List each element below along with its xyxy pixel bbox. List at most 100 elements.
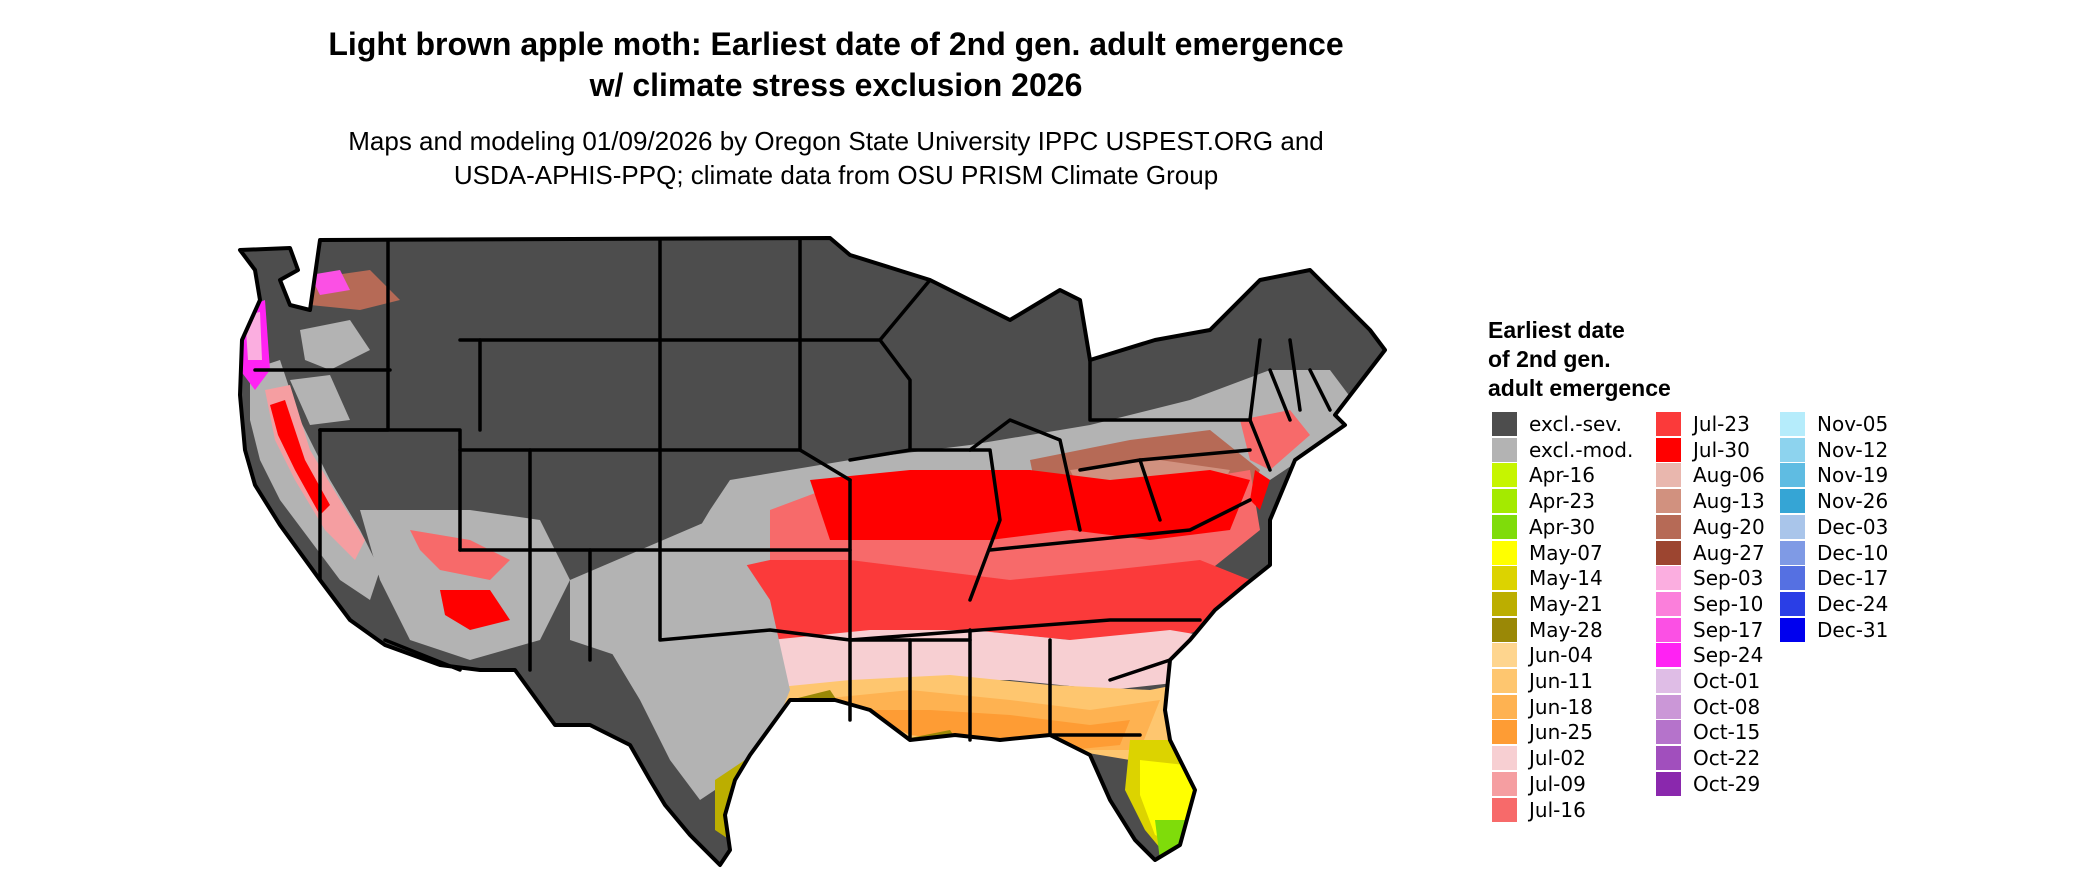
legend-item: Sep-17 <box>1656 617 1764 642</box>
legend-label: Jun-11 <box>1529 669 1593 693</box>
legend-item: Oct-08 <box>1656 694 1761 719</box>
legend-item: Oct-01 <box>1656 669 1760 693</box>
legend-label: Sep-17 <box>1693 617 1764 642</box>
legend-label: Aug-06 <box>1693 463 1765 488</box>
legend-label: Aug-13 <box>1693 489 1765 514</box>
legend-swatch <box>1492 617 1517 642</box>
legend-title: Earliest date of 2nd gen. adult emergenc… <box>1488 317 1671 401</box>
legend-swatch <box>1656 489 1681 514</box>
legend-item: May-28 <box>1492 617 1603 642</box>
legend-swatch <box>1492 720 1517 745</box>
legend-item: Jun-11 <box>1492 669 1593 693</box>
legend-swatch <box>1492 514 1517 539</box>
legend-label: Jul-16 <box>1529 797 1586 822</box>
legend-item: Dec-17 <box>1780 566 1889 591</box>
legend-label: Oct-22 <box>1693 746 1761 771</box>
map-subtitle: Maps and modeling 01/09/2026 by Oregon S… <box>0 124 1672 192</box>
legend-label: Jul-30 <box>1693 437 1750 462</box>
legend-item: Sep-03 <box>1656 566 1764 591</box>
legend-label: Apr-30 <box>1529 514 1595 539</box>
legend-swatch <box>1656 591 1681 616</box>
legend-swatch <box>1656 412 1681 436</box>
legend-label: May-07 <box>1529 540 1603 565</box>
legend-swatch <box>1656 720 1681 745</box>
legend-item: Apr-30 <box>1492 514 1595 539</box>
legend-swatch <box>1492 463 1517 488</box>
legend-label: Sep-03 <box>1693 566 1764 591</box>
legend-label: excl.-sev. <box>1529 412 1622 436</box>
legend-swatch <box>1656 437 1681 462</box>
legend-swatch <box>1780 591 1805 616</box>
legend-label: Jun-04 <box>1529 643 1593 668</box>
legend-swatch <box>1492 797 1517 822</box>
legend-item: Oct-29 <box>1656 771 1761 796</box>
legend-item: Oct-22 <box>1656 746 1761 771</box>
legend-swatch <box>1656 694 1681 719</box>
legend-swatch <box>1656 771 1681 796</box>
legend-label: Aug-20 <box>1693 514 1765 539</box>
title-line-2: w/ climate stress exclusion 2026 <box>589 67 1083 103</box>
legend-swatch <box>1492 591 1517 616</box>
legend-item: Aug-27 <box>1656 540 1765 565</box>
legend-label: Apr-16 <box>1529 463 1595 488</box>
legend-label: Nov-12 <box>1817 437 1889 462</box>
legend-item: Aug-20 <box>1656 514 1765 539</box>
legend-label: Jul-09 <box>1529 771 1586 796</box>
legend-item: Sep-24 <box>1656 643 1764 668</box>
legend-label: Oct-08 <box>1693 694 1761 719</box>
legend-swatch <box>1492 643 1517 668</box>
legend-label: Jul-23 <box>1693 412 1750 436</box>
legend-item: Jul-23 <box>1656 412 1750 436</box>
legend-label: Sep-24 <box>1693 643 1764 668</box>
legend-item: excl.-mod. <box>1492 437 1633 462</box>
legend-item: Aug-06 <box>1656 463 1765 488</box>
legend-swatch <box>1492 540 1517 565</box>
legend-swatch <box>1656 643 1681 668</box>
legend-item: May-14 <box>1492 566 1603 591</box>
legend-item: Aug-13 <box>1656 489 1765 514</box>
legend-label: Apr-23 <box>1529 489 1595 514</box>
legend-swatch <box>1780 463 1805 488</box>
legend-item: Apr-16 <box>1492 463 1595 488</box>
legend-swatch <box>1492 489 1517 514</box>
legend-swatch <box>1780 514 1805 539</box>
legend-item: Jun-18 <box>1492 694 1593 719</box>
legend-item: Jun-25 <box>1492 720 1593 745</box>
legend-label: Aug-27 <box>1693 540 1765 565</box>
legend-swatch <box>1656 566 1681 591</box>
legend-label: Jun-25 <box>1529 720 1593 745</box>
us-emergence-map <box>238 236 1387 867</box>
legend-item: Jul-30 <box>1656 437 1750 462</box>
legend-label: Jun-18 <box>1529 694 1593 719</box>
legend-label: Jul-02 <box>1529 746 1586 771</box>
legend-swatch <box>1780 489 1805 514</box>
legend-item: Dec-24 <box>1780 591 1888 616</box>
legend-swatch <box>1780 412 1805 436</box>
legend-item: May-21 <box>1492 591 1603 616</box>
legend-swatch <box>1656 617 1681 642</box>
legend-swatch <box>1656 669 1681 693</box>
legend-swatch <box>1780 566 1805 591</box>
legend-item: Dec-10 <box>1780 540 1888 565</box>
legend-label: May-14 <box>1529 566 1603 591</box>
legend-swatch <box>1780 540 1805 565</box>
legend-swatch <box>1492 669 1517 693</box>
legend-swatch <box>1492 694 1517 719</box>
legend-swatch <box>1780 617 1805 642</box>
legend-label: Oct-15 <box>1693 720 1761 745</box>
legend-label: Nov-05 <box>1817 412 1889 436</box>
legend-swatch <box>1492 437 1517 462</box>
legend-swatch <box>1492 566 1517 591</box>
legend-item: May-07 <box>1492 540 1603 565</box>
legend-item: Sep-10 <box>1656 591 1764 616</box>
title-line-1: Light brown apple moth: Earliest date of… <box>328 26 1344 62</box>
legend-swatch <box>1492 771 1517 796</box>
legend-item: Jun-04 <box>1492 643 1593 668</box>
legend-swatch <box>1492 746 1517 771</box>
legend-swatch <box>1656 463 1681 488</box>
legend-item: Nov-12 <box>1780 437 1889 462</box>
legend-label: Dec-17 <box>1817 566 1889 591</box>
subtitle-line-2: USDA-APHIS-PPQ; climate data from OSU PR… <box>453 160 1219 190</box>
legend-label: Oct-29 <box>1693 771 1761 796</box>
legend-label: Sep-10 <box>1693 591 1764 616</box>
